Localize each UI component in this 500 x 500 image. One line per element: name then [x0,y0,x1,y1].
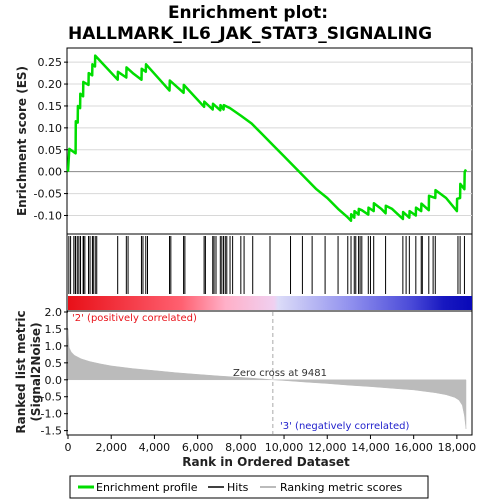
x-tick-label: 2,000 [95,441,127,454]
rank-color-bar [68,296,472,310]
x-tick-label: 12,000 [308,441,347,454]
metric-y-tick-label: -0.5 [41,391,62,404]
metric-y-tick-label: 1.5 [45,323,63,336]
chart-title-line2: HALLMARK_IL6_JAK_STAT3_SIGNALING [68,24,432,44]
es-y-tick-label: 0.25 [38,56,63,69]
metric-y-tick-label: 2.0 [45,306,63,319]
metric-y-axis-title-line1: Ranked list metric [14,310,28,433]
x-tick-label: 6,000 [182,441,214,454]
es-y-tick-label: -0.05 [34,188,62,201]
x-axis: 0 2,000 4,000 6,000 8,000 10,000 12,000 14,000 1… [65,435,477,454]
es-y-tick-label: 0.05 [38,144,63,157]
metric-layer [67,312,467,434]
zero-cross-label: Zero cross at 9481 [233,368,327,379]
metric-y-tick-label: 0.0 [45,374,63,387]
x-tick-label: 10,000 [265,441,304,454]
x-tick-label: 4,000 [139,441,171,454]
metric-y-tick-label: -1.5 [41,425,62,438]
x-tick-label: 0 [65,441,72,454]
metric-y-axis: -1.5 -1.0 -0.5 0.0 0.5 1.0 1.5 2.0 [41,306,68,438]
x-tick-label: 14,000 [351,441,390,454]
legend-label-hits: Hits [227,481,249,494]
es-series-layer [66,54,468,222]
es-y-tick-label: 0.00 [38,166,63,179]
x-tick-label: 16,000 [394,441,433,454]
negative-correlation-label: '3' (negatively correlated) [280,421,409,432]
x-tick-label: 18,000 [438,441,477,454]
es-y-tick-label: -0.10 [34,209,62,222]
enrichment-profile-line [66,54,468,222]
es-y-axis: -0.10 -0.05 0.00 0.05 0.10 0.15 0.20 0.25 [34,56,68,222]
hits-layer [68,236,465,294]
metric-y-axis-title-line2: (Signal2Noise) [29,322,43,421]
es-y-tick-label: 0.10 [38,122,63,135]
legend-label-ranking: Ranking metric scores [280,481,402,494]
positive-correlation-label: '2' (positively correlated) [72,313,197,324]
metric-y-tick-label: 0.5 [45,357,63,370]
x-axis-title: Rank in Ordered Dataset [182,455,350,469]
es-y-axis-title: Enrichment score (ES) [15,66,29,216]
legend-label-enrichment: Enrichment profile [96,481,198,494]
x-tick-label: 8,000 [225,441,257,454]
metric-y-tick-label: -1.0 [41,408,62,421]
ranking-metric-area [67,328,467,429]
es-y-tick-label: 0.20 [38,78,63,91]
chart-title-line1: Enrichment plot: [168,3,328,23]
legend: Enrichment profile Hits Ranking metric s… [69,475,429,499]
es-gridlines [68,61,472,216]
es-y-tick-label: 0.15 [38,100,63,113]
legend-box [69,475,429,499]
metric-y-tick-label: 1.0 [45,340,63,353]
